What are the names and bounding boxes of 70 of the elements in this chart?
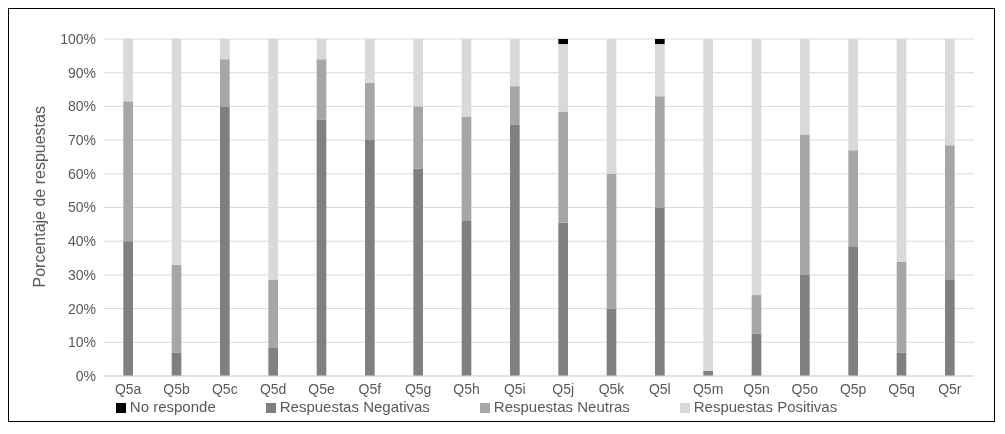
bar [510, 86, 520, 125]
x-tick-label: Q5q [888, 380, 915, 397]
bar [510, 124, 520, 376]
bar [365, 82, 375, 141]
bar [558, 39, 568, 45]
bar [123, 241, 133, 376]
y-tick-label: 70% [67, 132, 96, 149]
bar [896, 352, 907, 376]
bar [655, 96, 665, 208]
y-tick-label: 50% [67, 199, 96, 216]
bar [896, 261, 907, 353]
legend-label: No responde [129, 398, 216, 415]
bar [268, 347, 278, 376]
bar [800, 274, 810, 376]
bar [751, 333, 762, 376]
bar [606, 173, 617, 309]
x-tick-label: Q5e [308, 380, 335, 397]
bar [268, 279, 278, 348]
bar [945, 279, 955, 376]
y-tick-label: 100% [60, 30, 96, 47]
legend-label: Respuestas Positivas [693, 398, 838, 415]
bar [316, 59, 327, 120]
x-tick-label: Q5d [259, 380, 287, 397]
bar [558, 222, 568, 376]
bar [800, 135, 810, 275]
bar [123, 101, 133, 242]
y-tick-label: 10% [67, 334, 96, 351]
bar [655, 207, 665, 376]
x-tick-label: Q5g [404, 380, 432, 397]
bar [655, 39, 665, 45]
bar [171, 352, 182, 376]
bar [751, 295, 762, 334]
y-tick-label: 80% [67, 98, 96, 115]
y-tick-label: 0% [75, 367, 96, 384]
bar [316, 119, 327, 376]
bar [461, 116, 472, 221]
y-tick-label: 90% [67, 64, 96, 81]
x-tick-label: Q5i [503, 380, 526, 397]
legend-label: Respuestas Negativas [279, 398, 430, 415]
bar [461, 220, 472, 376]
x-tick-label: Q5p [839, 380, 867, 397]
x-tick-label: Q5m [692, 380, 724, 397]
x-tick-label: Q5n [743, 380, 770, 397]
x-tick-label: Q5o [791, 380, 819, 397]
bar [945, 145, 955, 280]
x-tick-label: Q5r [938, 380, 962, 397]
x-tick-label: Q5k [598, 380, 626, 397]
legend-label: Respuestas Neutras [493, 398, 630, 415]
x-tick-label: Q5c [211, 380, 238, 397]
x-tick-label: Q5f [358, 380, 382, 397]
bar [171, 264, 182, 353]
bar [848, 246, 858, 376]
x-tick-label: Q5a [114, 380, 142, 397]
x-tick-label: Q5j [552, 380, 575, 397]
bar [413, 168, 423, 376]
y-tick-label: 60% [67, 165, 96, 182]
x-tick-label: Q5h [453, 380, 480, 397]
x-tick-label: Q5b [163, 380, 190, 397]
bar [848, 150, 858, 247]
bar [365, 140, 375, 376]
y-tick-label: 30% [67, 266, 96, 283]
x-tick-label: Q5l [648, 380, 671, 397]
y-tick-label: 40% [67, 233, 96, 250]
bar [220, 59, 230, 107]
bar [413, 106, 423, 169]
bar [606, 308, 617, 376]
y-tick-label: 20% [67, 300, 96, 317]
bar [558, 111, 568, 223]
bar [220, 106, 230, 376]
y-axis-title: Porcentaje de respuestas [30, 106, 48, 288]
